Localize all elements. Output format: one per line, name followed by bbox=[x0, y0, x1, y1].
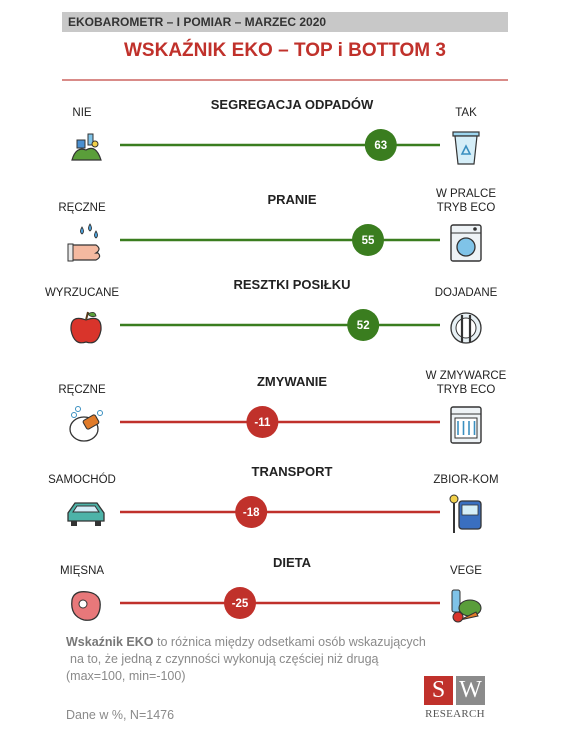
bus-stop-icon bbox=[449, 494, 482, 533]
left-label: SAMOCHÓD bbox=[48, 473, 116, 486]
trash-pile-icon bbox=[71, 133, 102, 161]
chart-row-1: SEGREGACJA ODPADÓW NIE TAK 63 bbox=[71, 97, 480, 165]
category-label: DIETA bbox=[273, 555, 312, 570]
value-label: 63 bbox=[374, 140, 387, 152]
sw-research-logo: S W RESEARCH bbox=[424, 676, 486, 720]
car-wheel-right bbox=[95, 521, 101, 526]
left-label: MIĘSNA bbox=[60, 565, 104, 577]
chart-row-6: DIETA MIĘSNA VEGE -25 bbox=[60, 555, 482, 623]
hand-wash-icon bbox=[67, 223, 101, 262]
apple-icon bbox=[70, 311, 102, 344]
water-drop-2 bbox=[94, 230, 98, 239]
dish-washing-icon bbox=[69, 406, 103, 442]
logo-research: RESEARCH bbox=[425, 708, 485, 720]
water-drop-1 bbox=[88, 223, 92, 232]
category-label: ZMYWANIE bbox=[257, 374, 327, 389]
right-label: TAK bbox=[455, 107, 477, 119]
note-bold: Wskaźnik EKO bbox=[66, 635, 154, 649]
value-label: 55 bbox=[362, 235, 375, 247]
eco-index-chart: SEGREGACJA ODPADÓW NIE TAK 63 PRANIE RĘCZNE W … bbox=[45, 97, 507, 623]
right-label: W ZMYWARCE bbox=[426, 370, 507, 382]
value-label: -18 bbox=[243, 507, 260, 519]
recycle-bin-icon bbox=[452, 131, 480, 165]
apple-body bbox=[70, 317, 102, 344]
sample-size: Dane w %, N=1476 bbox=[66, 708, 175, 722]
washer-knob bbox=[473, 227, 477, 231]
steak-icon bbox=[71, 591, 101, 621]
apple-leaf bbox=[87, 312, 97, 318]
right-label: ZBIOR-KOM bbox=[433, 474, 498, 486]
value-label: -25 bbox=[232, 598, 249, 610]
right-label: DOJADANE bbox=[435, 287, 498, 299]
value-marker bbox=[246, 406, 279, 438]
value-marker bbox=[224, 587, 256, 619]
bin-recycle-mark bbox=[460, 144, 472, 155]
left-label: WYRZUCANE bbox=[45, 287, 119, 299]
logo-s: S bbox=[424, 676, 453, 705]
dishwasher-rack bbox=[454, 417, 478, 439]
steak-bone bbox=[78, 599, 88, 609]
chart-row-4: ZMYWANIE RĘCZNE W ZMYWARCE TRYB ECO -11 bbox=[58, 370, 507, 444]
page-title: WSKAŹNIK EKO – TOP i BOTTOM 3 bbox=[124, 40, 446, 61]
value-label: 52 bbox=[357, 320, 370, 332]
soap-bubble-0 bbox=[71, 412, 77, 418]
right-label: W PRALCE bbox=[436, 188, 496, 200]
car-icon bbox=[67, 502, 105, 526]
water-drop-0 bbox=[80, 226, 84, 235]
value-marker bbox=[235, 496, 268, 528]
category-label: TRANSPORT bbox=[252, 464, 333, 479]
category-label: RESZTKI POSIŁKU bbox=[233, 277, 350, 292]
dish-sponge bbox=[82, 414, 100, 430]
veg-carrot bbox=[459, 611, 479, 621]
chart-row-2: PRANIE RĘCZNE W PRALCE TRYB ECO 55 bbox=[58, 188, 496, 262]
category-label: SEGREGACJA ODPADÓW bbox=[211, 97, 374, 112]
right-label: TRYB ECO bbox=[437, 384, 496, 396]
left-label: RĘCZNE bbox=[58, 384, 106, 396]
value-marker bbox=[347, 309, 380, 341]
dishwasher-icon bbox=[450, 406, 482, 444]
apple-stem bbox=[85, 311, 89, 321]
soap-bubble-1 bbox=[75, 406, 81, 412]
left-label: NIE bbox=[72, 107, 92, 119]
plate-cutlery-icon bbox=[450, 312, 482, 344]
washer-door bbox=[456, 237, 476, 257]
trash-pile-bottle bbox=[87, 133, 94, 146]
trash-pile-can bbox=[91, 140, 99, 148]
note-line1: to różnica między odsetkami osób wskazuj… bbox=[153, 635, 426, 649]
hand-cuff bbox=[67, 243, 74, 262]
chart-row-5: TRANSPORT SAMOCHÓD ZBIOR-KOM -18 bbox=[48, 464, 499, 533]
methodology-note: Wskaźnik EKO to różnica między odsetkami… bbox=[66, 634, 426, 685]
value-marker bbox=[352, 224, 384, 256]
chart-row-3: RESZTKI POSIŁKU WYRZUCANE DOJADANE 52 bbox=[45, 277, 498, 344]
right-label: VEGE bbox=[450, 565, 482, 577]
value-label: -11 bbox=[254, 417, 271, 429]
category-label: PRANIE bbox=[267, 192, 316, 207]
note-line2: na to, że jedną z czynności wykonują czę… bbox=[70, 652, 379, 666]
veg-tomato bbox=[452, 611, 464, 623]
logo-w: W bbox=[456, 676, 485, 705]
trash-pile-mound bbox=[71, 147, 102, 161]
hand-shape bbox=[71, 244, 101, 261]
vegetables-icon bbox=[451, 589, 482, 623]
right-label: TRYB ECO bbox=[437, 202, 496, 214]
washing-machine-icon bbox=[450, 224, 482, 262]
trash-pile-box bbox=[76, 139, 86, 149]
bin-body bbox=[454, 135, 478, 165]
car-window bbox=[72, 505, 100, 513]
bus-stop-sign bbox=[449, 494, 459, 504]
plate-inner bbox=[455, 317, 477, 339]
car-wheel-left bbox=[71, 521, 77, 526]
header-text: EKOBAROMETR – I POMIAR – MARZEC 2020 bbox=[68, 15, 327, 29]
note-line3: (max=100, min=-100) bbox=[66, 669, 186, 683]
title-divider bbox=[62, 79, 508, 81]
value-marker bbox=[364, 129, 397, 161]
left-label: RĘCZNE bbox=[58, 202, 106, 214]
soap-bubble-2 bbox=[97, 410, 103, 416]
header-bar: EKOBAROMETR – I POMIAR – MARZEC 2020 bbox=[62, 12, 508, 32]
bus-window bbox=[461, 504, 479, 516]
